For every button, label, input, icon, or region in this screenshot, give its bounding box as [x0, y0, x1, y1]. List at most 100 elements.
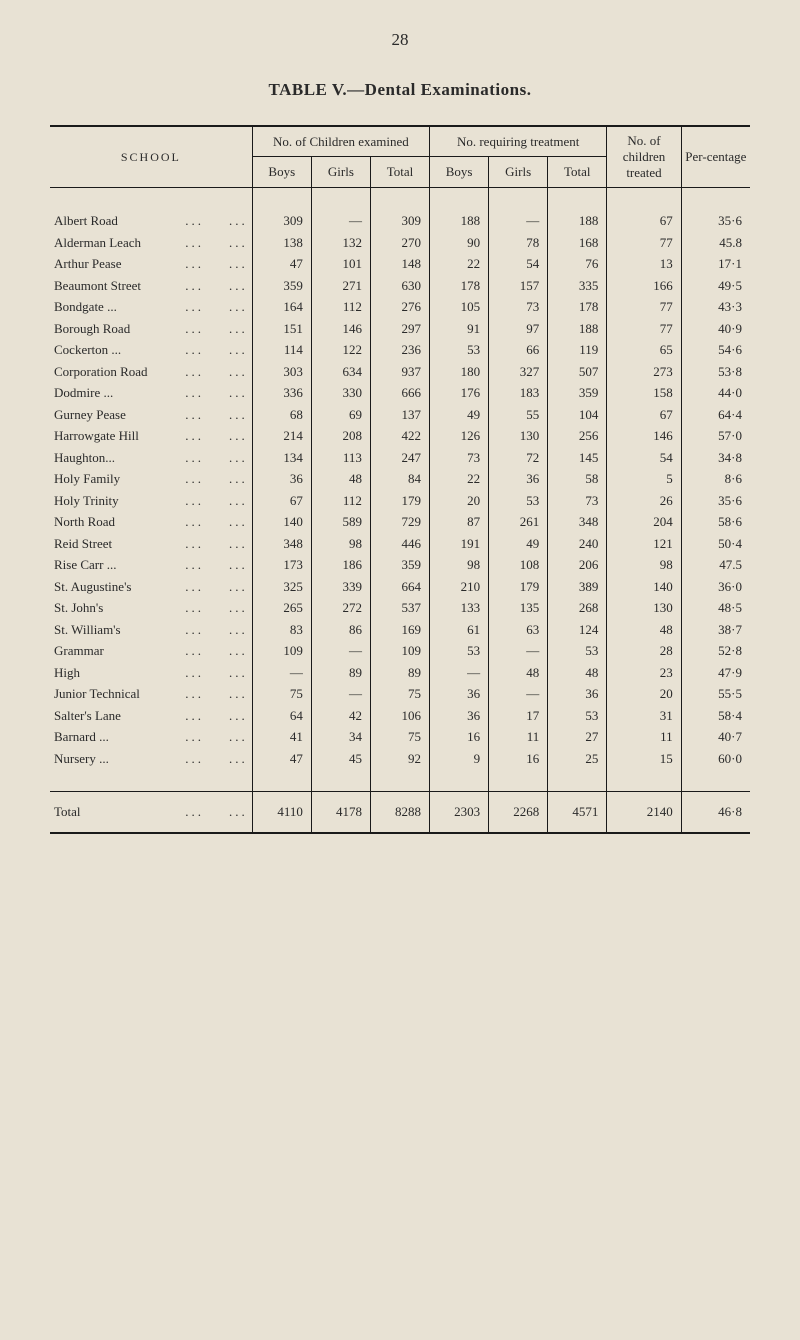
cell-req-girls: —	[489, 640, 548, 662]
school-name-cell: Salter's Lane... ...	[50, 705, 252, 727]
cell-treated: 67	[607, 404, 681, 426]
cell-exam-boys: 109	[252, 640, 311, 662]
cell-req-boys: 210	[430, 576, 489, 598]
cell-exam-boys: 173	[252, 554, 311, 576]
cell-req-total: 240	[548, 533, 607, 555]
cell-exam-boys: 47	[252, 748, 311, 770]
table-row: Arthur Pease... ...471011482254761317·1	[50, 253, 750, 275]
col-head-exam-girls: Girls	[311, 157, 370, 188]
cell-exam-boys: 359	[252, 275, 311, 297]
cell-exam-boys: 309	[252, 210, 311, 232]
cell-req-girls: 327	[489, 361, 548, 383]
cell-req-boys: 180	[430, 361, 489, 383]
col-head-req-total: Total	[548, 157, 607, 188]
cell-exam-total: 422	[370, 425, 429, 447]
cell-req-girls: 63	[489, 619, 548, 641]
cell-req-boys: 176	[430, 382, 489, 404]
cell-exam-boys: 64	[252, 705, 311, 727]
cell-exam-total: 89	[370, 662, 429, 684]
cell-req-total: 53	[548, 705, 607, 727]
school-name-cell: Holy Trinity... ...	[50, 490, 252, 512]
school-name-cell: Junior Technical... ...	[50, 683, 252, 705]
cell-exam-girls: 101	[311, 253, 370, 275]
cell-exam-total: 664	[370, 576, 429, 598]
table-row: North Road... ...1405897298726134820458·…	[50, 511, 750, 533]
cell-req-total: 348	[548, 511, 607, 533]
cell-percentage: 49·5	[681, 275, 750, 297]
school-name-cell: Dodmire ...... ...	[50, 382, 252, 404]
cell-treated: 28	[607, 640, 681, 662]
school-name-cell: Gurney Pease... ...	[50, 404, 252, 426]
cell-treated: 67	[607, 210, 681, 232]
scanned-page: 28 TABLE V.—Dental Examinations. SCHOOL …	[0, 0, 800, 864]
cell-exam-boys: —	[252, 662, 311, 684]
cell-exam-girls: 89	[311, 662, 370, 684]
cell-exam-girls: 69	[311, 404, 370, 426]
cell-req-girls: 97	[489, 318, 548, 340]
cell-req-girls: —	[489, 683, 548, 705]
cell-req-girls: 54	[489, 253, 548, 275]
cell-exam-boys: 36	[252, 468, 311, 490]
school-name-cell: Rise Carr ...... ...	[50, 554, 252, 576]
cell-req-boys: 90	[430, 232, 489, 254]
cell-req-total: 76	[548, 253, 607, 275]
cell-treated: 121	[607, 533, 681, 555]
school-name-cell: Grammar... ...	[50, 640, 252, 662]
table-row: Alderman Leach... ...1381322709078168774…	[50, 232, 750, 254]
cell-exam-total: 729	[370, 511, 429, 533]
cell-req-girls: 66	[489, 339, 548, 361]
cell-req-boys: 105	[430, 296, 489, 318]
cell-exam-girls: —	[311, 210, 370, 232]
cell-req-boys: 91	[430, 318, 489, 340]
table-row: Cockerton ...... ...11412223653661196554…	[50, 339, 750, 361]
cell-exam-girls: 208	[311, 425, 370, 447]
cell-percentage: 52·8	[681, 640, 750, 662]
school-name-cell: Corporation Road... ...	[50, 361, 252, 383]
cell-exam-total: 297	[370, 318, 429, 340]
cell-req-total: 268	[548, 597, 607, 619]
cell-exam-boys: 41	[252, 726, 311, 748]
cell-treated: 65	[607, 339, 681, 361]
cell-req-girls: 48	[489, 662, 548, 684]
table-row: Corporation Road... ...30363493718032750…	[50, 361, 750, 383]
cell-exam-girls: 86	[311, 619, 370, 641]
table-row: Reid Street... ...348984461914924012150·…	[50, 533, 750, 555]
cell-req-girls: 73	[489, 296, 548, 318]
table-row: Nursery ...... ...474592916251560·0	[50, 748, 750, 770]
cell-exam-boys: 67	[252, 490, 311, 512]
school-name-cell: Harrowgate Hill... ...	[50, 425, 252, 447]
cell-req-girls: 53	[489, 490, 548, 512]
cell-exam-girls: 122	[311, 339, 370, 361]
cell-req-boys: 98	[430, 554, 489, 576]
cell-req-boys: 22	[430, 253, 489, 275]
cell-exam-girls: 45	[311, 748, 370, 770]
cell-treated: 130	[607, 597, 681, 619]
cell-req-total: 27	[548, 726, 607, 748]
cell-req-girls: 108	[489, 554, 548, 576]
cell-req-boys: 9	[430, 748, 489, 770]
table-row: Junior Technical... ...75—7536—362055·5	[50, 683, 750, 705]
cell-percentage: 48·5	[681, 597, 750, 619]
table-row: Albert Road... ...309—309188—1886735·6	[50, 210, 750, 232]
cell-exam-girls: 113	[311, 447, 370, 469]
cell-exam-girls: —	[311, 640, 370, 662]
cell-exam-girls: 330	[311, 382, 370, 404]
cell-exam-girls: 112	[311, 296, 370, 318]
cell-req-girls: 183	[489, 382, 548, 404]
cell-percentage: 8·6	[681, 468, 750, 490]
cell-req-girls: 135	[489, 597, 548, 619]
cell-req-total: 58	[548, 468, 607, 490]
cell-treated: 158	[607, 382, 681, 404]
cell-percentage: 43·3	[681, 296, 750, 318]
table-row: Harrowgate Hill... ...214208422126130256…	[50, 425, 750, 447]
table-row: St. Augustine's... ...325339664210179389…	[50, 576, 750, 598]
cell-exam-boys: 134	[252, 447, 311, 469]
cell-treated: 20	[607, 683, 681, 705]
cell-exam-total: 109	[370, 640, 429, 662]
cell-exam-girls: 589	[311, 511, 370, 533]
cell-exam-girls: 634	[311, 361, 370, 383]
cell-req-total: 25	[548, 748, 607, 770]
school-name-cell: St. William's... ...	[50, 619, 252, 641]
cell-exam-total: 169	[370, 619, 429, 641]
cell-req-total: 188	[548, 210, 607, 232]
